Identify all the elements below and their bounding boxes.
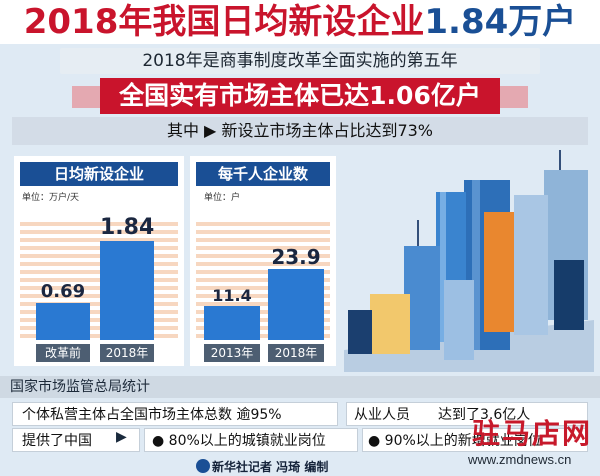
stat-row-box xyxy=(12,428,140,452)
chart-bar xyxy=(204,306,260,340)
banner-right-tail xyxy=(500,86,528,108)
category-label: 改革前 xyxy=(36,344,90,362)
credit-line: 新华社记者 冯琦 编制 xyxy=(212,460,329,474)
chart-bar xyxy=(36,303,90,340)
chart-bar xyxy=(268,269,324,340)
stat-row-box xyxy=(144,428,358,452)
chart-panel-perthousand: 每千人企业数 单位：户 2013年 2018年 11.4 23.9 xyxy=(190,156,336,366)
chart-unit-perthousand: 单位：户 xyxy=(204,193,241,203)
category-label: 2018年 xyxy=(100,344,154,362)
stat-row-box xyxy=(12,402,338,426)
stat-row-box xyxy=(346,402,588,426)
watermark-url: www.zmdnews.cn xyxy=(468,452,572,467)
title-part-figure: 1.84万户 xyxy=(424,2,577,42)
watermark-logo: 驻马店网 xyxy=(472,417,593,450)
stat-provided-label: 提供了中国 xyxy=(22,433,92,449)
chart-title-daily: 日均新设企业 xyxy=(20,162,178,186)
bar-value-label: 23.9 xyxy=(271,245,321,269)
page-title: 2018年我国日均新设企业1.84万户 xyxy=(0,0,600,44)
category-label: 2018年 xyxy=(268,344,324,362)
banner-left-tail xyxy=(72,86,100,108)
bar-value-label: 1.84 xyxy=(100,215,155,240)
city-skyline-illustration xyxy=(344,150,594,372)
bar-value-label: 0.69 xyxy=(40,281,86,302)
globe-icon xyxy=(196,459,210,473)
stat-row-box xyxy=(362,428,588,452)
subtitle: 2018年是商事制度改革全面实施的第五年 xyxy=(142,51,458,71)
arrow-right-icon: ▶ xyxy=(116,429,127,445)
stat-private-share: 个体私营主体占全国市场主体总数 逾95% xyxy=(22,407,282,423)
stat-new-jobs: ● 90%以上的新增就业岗位 xyxy=(368,433,542,449)
category-label: 2013年 xyxy=(204,344,260,362)
source-band xyxy=(0,376,600,398)
bar-value-label: 11.4 xyxy=(212,286,252,305)
chart-unit-daily: 单位：万户/天 xyxy=(22,193,80,203)
headline-banner xyxy=(100,78,500,114)
headline-banner-text: 全国实有市场主体已达1.06亿户 xyxy=(119,81,481,110)
title-band xyxy=(0,0,600,44)
subtitle-band xyxy=(60,48,540,74)
chart-title-perthousand: 每千人企业数 xyxy=(196,162,330,186)
stat-urban-jobs: ● 80%以上的城镇就业岗位 xyxy=(152,433,326,449)
title-part-main: 2018年我国日均新设企业 xyxy=(23,2,425,42)
stat-employees: 从业人员 达到了3.6亿人 xyxy=(354,407,531,423)
source-label: 国家市场监管总局统计 xyxy=(10,379,150,395)
percent-band xyxy=(12,117,588,145)
chart-bar xyxy=(100,241,154,340)
percent-line: 其中 ▶ 新设立市场主体占比达到73% xyxy=(166,121,434,140)
chart-panel-daily: 日均新设企业 单位：万户/天 改革前 2018年 0.69 1.84 xyxy=(14,156,184,366)
